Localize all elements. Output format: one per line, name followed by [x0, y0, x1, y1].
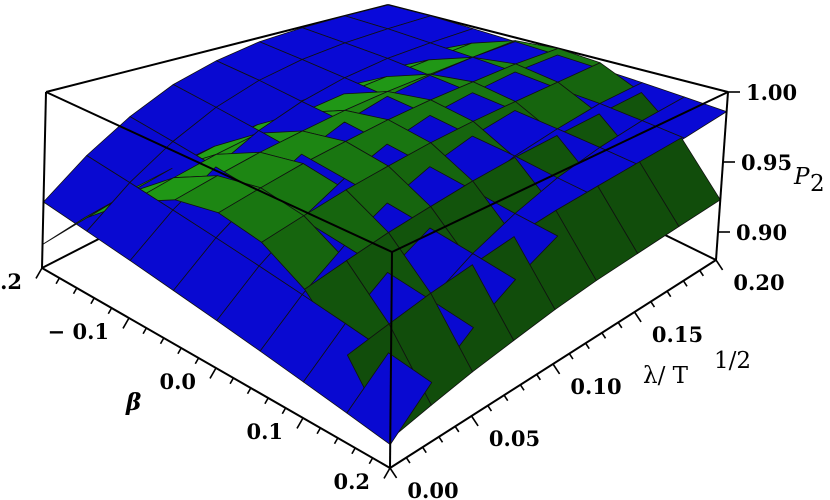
axis-tick: [383, 467, 391, 479]
axis-tick: [536, 373, 541, 381]
x-tick-label: 0.05: [489, 426, 540, 451]
axis-tick: [584, 342, 590, 350]
axis-tick: [90, 297, 95, 305]
surfaces: [42, 4, 727, 446]
z-tick-label: 0.95: [741, 150, 792, 175]
axis-tick: [107, 307, 113, 315]
axis-tick: [421, 446, 427, 454]
axis-tick: [229, 377, 235, 385]
axis-tick: [666, 290, 672, 298]
axis-tick: [209, 367, 217, 379]
axis-tick: [552, 363, 561, 375]
axis-tick: [568, 353, 574, 360]
y-axis-label: β: [125, 389, 141, 416]
x-tick-label: 0.15: [652, 322, 703, 347]
z-axis-label-subscript: 2: [810, 171, 825, 197]
axis-tick: [405, 457, 411, 464]
x-tick-label: 0.00: [407, 478, 458, 500]
surface-patch-blue: [346, 352, 433, 446]
axis-ticks: 0.00 0.05 0.10 0.15 0.20 − 0.2 − 0.1 0.0 0.1 0.2 0…: [0, 80, 797, 500]
axis-tick: [316, 427, 322, 435]
axis-tick: [55, 277, 61, 285]
x-axis-label-exponent: 1/2: [714, 348, 751, 374]
box-edge-front: [41, 91, 47, 269]
x-tick-label: 0.20: [733, 270, 784, 295]
box-edge-front: [391, 91, 729, 253]
axis-tick: [682, 280, 688, 287]
y-tick-label: 0.0: [159, 369, 196, 394]
axis-tick: [72, 287, 78, 295]
axis-tick: [633, 311, 642, 323]
axis-tick: [503, 394, 509, 402]
x-tick-label: 0.10: [570, 374, 621, 399]
axis-tick: [454, 425, 460, 433]
axis-tick: [159, 337, 165, 345]
axis-tick: [389, 467, 398, 479]
axis-labels: λ/ T 1/2 β P 2: [125, 164, 825, 416]
axis-tick: [368, 457, 374, 465]
axis-tick: [650, 301, 656, 308]
y-tick-label: 0.2: [333, 469, 370, 494]
x-axis-label: λ/ T: [643, 363, 689, 389]
z-tick-label: 1.00: [746, 80, 797, 105]
y-tick-label: 0.1: [246, 419, 283, 444]
axis-tick: [35, 267, 43, 279]
box-edge-front: [45, 91, 393, 253]
z-tick-label: 0.90: [736, 220, 787, 245]
y-tick-label: − 0.2: [0, 269, 22, 294]
axis-tick: [281, 407, 287, 415]
axis-tick: [617, 321, 623, 329]
axis-tick: [699, 269, 704, 277]
axis-tick: [194, 357, 200, 365]
axis-tick: [438, 436, 444, 443]
axis-tick: [296, 417, 304, 429]
axis-tick: [142, 327, 148, 335]
axis-tick: [519, 384, 525, 391]
axis-tick: [177, 347, 182, 355]
axis-tick: [351, 447, 356, 455]
axis-tick: [122, 317, 130, 329]
axis-tick: [246, 387, 252, 395]
axis-tick: [264, 397, 269, 405]
axis-tick: [333, 437, 339, 445]
axis-tick: [715, 259, 724, 271]
axis-tick: [601, 332, 607, 339]
z-axis-label: P: [793, 164, 810, 190]
axis-tick: [470, 415, 479, 427]
axis-tick: [487, 405, 493, 412]
box-edge-front: [389, 251, 393, 469]
y-tick-label: − 0.1: [48, 319, 109, 344]
